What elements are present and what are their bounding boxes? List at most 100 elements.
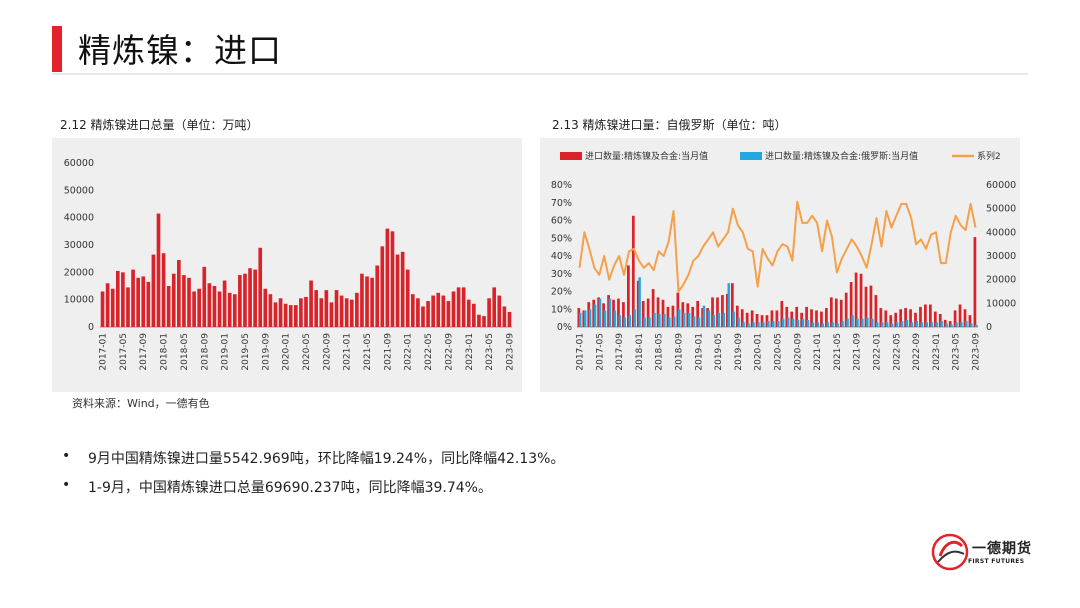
bar: [212, 286, 217, 327]
total-bar: [641, 300, 645, 327]
bar: [451, 291, 456, 327]
total-bar: [914, 312, 917, 327]
x-tick-label: 2018-05: [655, 333, 665, 371]
x-tick-label: 2022-09: [912, 333, 922, 371]
total-bar: [810, 309, 813, 327]
russia-bar: [861, 318, 864, 327]
russia-bar: [816, 322, 820, 327]
russia-bar: [722, 312, 726, 327]
russia-bar: [940, 321, 943, 327]
russia-bar: [643, 317, 646, 327]
bar: [263, 288, 268, 327]
total-bar: [750, 310, 754, 327]
russia-bar: [945, 323, 948, 327]
x-tick-label: 2023-05: [485, 333, 495, 371]
page-title: 精炼镍：进口: [78, 31, 282, 70]
left-tick-label: 60%: [551, 216, 572, 227]
total-bar: [716, 297, 719, 327]
russia-bar: [628, 315, 631, 327]
bar: [349, 299, 354, 327]
russia-bar: [871, 318, 874, 327]
total-bar: [963, 309, 967, 327]
bar: [105, 283, 110, 327]
total-bar: [681, 302, 685, 327]
total-bar: [627, 265, 630, 327]
title-accent-bar: [52, 26, 62, 72]
russia-bar: [781, 318, 785, 327]
x-tick-label: 2017-01: [99, 333, 109, 371]
total-bar: [745, 312, 749, 327]
bar: [314, 290, 319, 327]
bar: [243, 273, 247, 327]
bar: [355, 292, 359, 327]
russia-bar: [836, 323, 839, 327]
total-bar: [938, 313, 942, 327]
y-tick-label: 0: [88, 322, 94, 333]
y-tick-label: 60000: [64, 158, 94, 169]
bar: [136, 277, 140, 327]
russia-bar: [668, 317, 671, 327]
chart1-caption: 2.12 精炼镍进口总量（单位：万吨）: [60, 118, 259, 132]
total-bar: [904, 308, 907, 327]
russia-bar: [900, 321, 904, 327]
total-bar: [874, 295, 878, 327]
bar: [304, 296, 308, 327]
total-bar: [765, 315, 769, 327]
russia-bar: [658, 313, 661, 327]
chart1-panel: 0 10000 20000 30000 40000 50000 60000 2017-01 20…: [52, 138, 522, 392]
bar: [405, 269, 410, 327]
bar: [507, 311, 512, 327]
total-bar: [859, 273, 863, 327]
left-tick-label: 80%: [551, 180, 572, 191]
bar: [161, 253, 166, 327]
chart2-caption: 2.13 精炼镍进口量：自俄罗斯（单位：吨）: [552, 118, 787, 132]
right-tick-label: 30000: [986, 251, 1016, 262]
total-bar: [899, 309, 903, 327]
russia-bar: [801, 318, 805, 327]
russia-bar: [930, 322, 933, 327]
logo-emblem-icon: [931, 533, 969, 571]
russia-bar: [955, 322, 958, 327]
bullet-dot: •: [62, 448, 71, 464]
bar: [151, 254, 156, 327]
bar: [395, 254, 400, 327]
russia-bar: [831, 322, 834, 327]
bar: [329, 302, 334, 327]
x-tick-label: 2021-01: [813, 333, 823, 371]
bar: [217, 291, 222, 327]
x-tick-label: 2019-01: [221, 333, 231, 371]
x-tick-label: 2017-09: [615, 333, 625, 371]
series2-line: [578, 200, 977, 293]
russia-bar: [618, 315, 622, 327]
russia-bar: [806, 319, 810, 327]
russia-bar: [965, 321, 968, 327]
russia-bar: [777, 321, 780, 327]
bar: [293, 305, 298, 327]
bar: [466, 299, 471, 327]
bullet-item: • 9月中国精炼镍进口量5542.969吨，环比降幅19.24%，同比降幅42.…: [62, 448, 564, 468]
total-bar: [780, 300, 784, 327]
x-tick-label: 2020-05: [774, 333, 784, 371]
left-tick-label: 30%: [551, 269, 572, 280]
russia-bar: [663, 313, 666, 327]
total-bar: [879, 308, 883, 327]
bar: [126, 287, 130, 327]
bar: [166, 286, 171, 327]
bar: [278, 298, 283, 327]
bar: [100, 291, 105, 327]
x-tick-label: 2023-01: [465, 333, 475, 371]
russia-bar: [752, 322, 755, 327]
legend-label: 系列2: [977, 150, 1001, 162]
russia-bar: [960, 322, 963, 327]
russia-bar: [648, 317, 651, 327]
left-tick-label: 10%: [551, 304, 572, 315]
bar: [461, 287, 466, 327]
bar: [177, 260, 181, 327]
bar: [319, 298, 324, 327]
x-tick-label: 2020-09: [322, 333, 332, 371]
bar: [283, 303, 288, 327]
left-tick-label: 40%: [551, 251, 572, 262]
russia-bar: [796, 319, 800, 327]
right-tick-label: 50000: [986, 204, 1016, 215]
chart2-svg: 进口数量:精炼镍及合金:当月值 进口数量:精炼镍及合金:俄罗斯:当月值 系列2 0% 1…: [551, 150, 1016, 371]
